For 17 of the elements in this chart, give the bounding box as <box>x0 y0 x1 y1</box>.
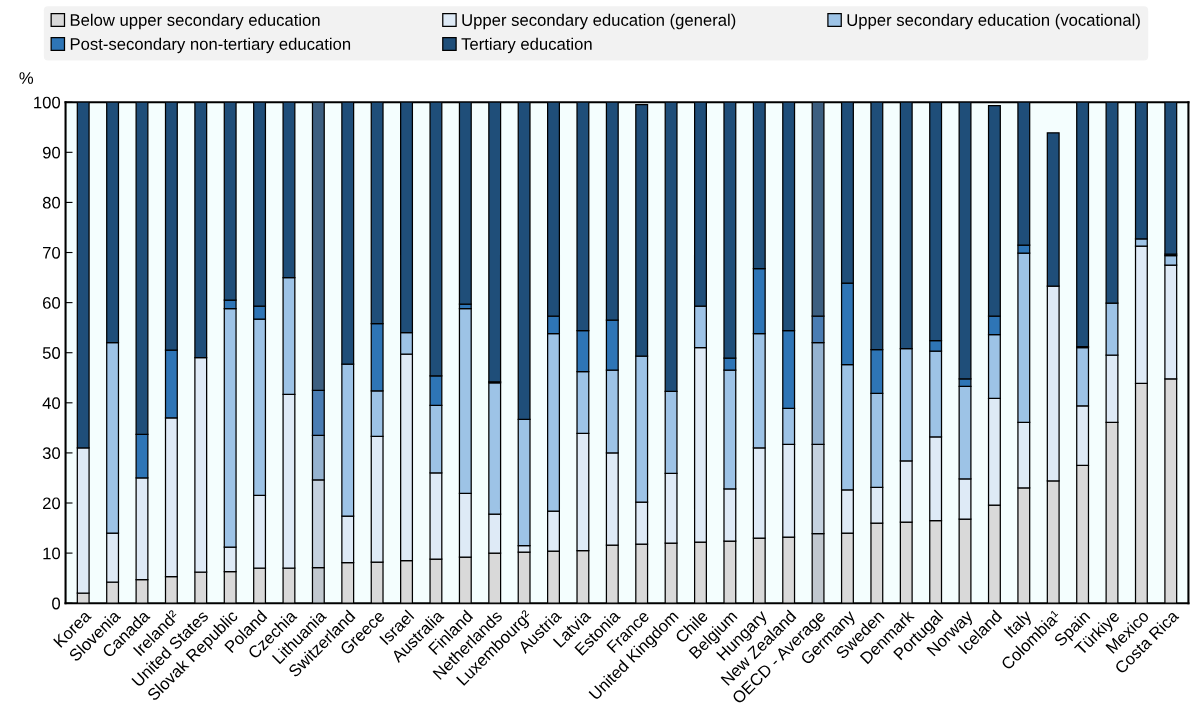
y-tick-label: 60 <box>43 297 61 309</box>
legend-label: Upper secondary education (vocational) <box>847 13 1140 30</box>
legend-label: Tertiary education <box>461 37 592 54</box>
y-tick-label: 0 <box>52 597 61 610</box>
y-tick-label: 100 <box>34 96 61 109</box>
y-tick-label: 70 <box>43 246 61 259</box>
y-tick-label: 80 <box>42 196 61 209</box>
legend-label: Below upper secondary education <box>70 13 320 30</box>
y-axis-title: % <box>19 72 34 84</box>
y-tick-label: 50 <box>42 347 61 359</box>
legend-label: Post-secondary non-tertiary education <box>70 37 351 54</box>
legend-label: Upper secondary education (general) <box>462 13 736 30</box>
y-tick-label: 30 <box>42 447 61 460</box>
y-tick-label: 20 <box>43 497 61 510</box>
y-tick-label: 10 <box>43 547 61 560</box>
y-tick-label: 40 <box>42 397 61 410</box>
y-tick-label: 90 <box>42 146 61 159</box>
